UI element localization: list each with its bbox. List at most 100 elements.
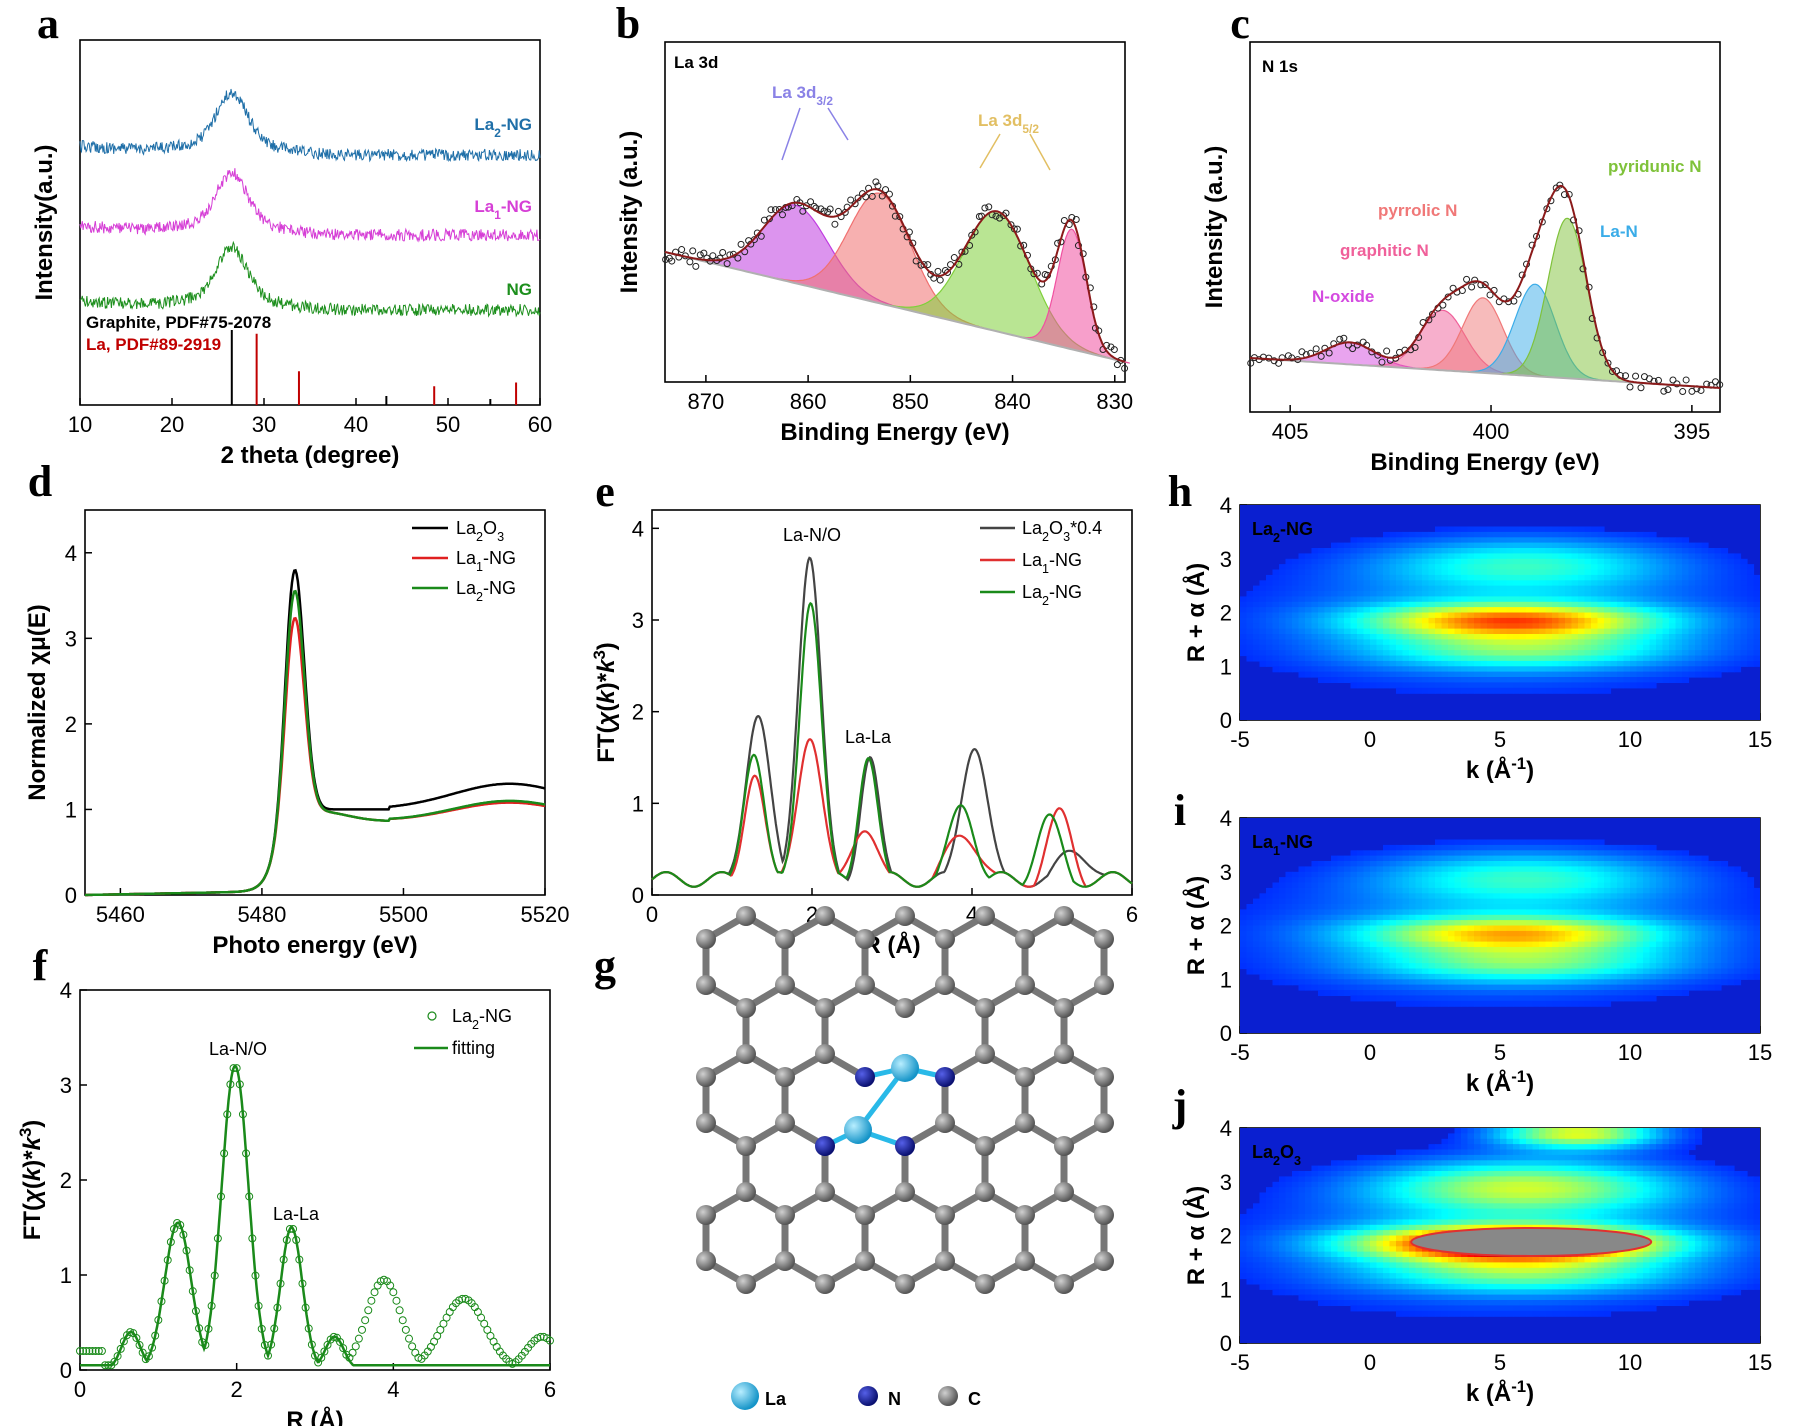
heatmap-cell [1344, 623, 1352, 630]
heatmap-cell [1279, 623, 1287, 630]
heatmap-cell [1526, 871, 1534, 878]
heatmap-cell [1422, 920, 1430, 927]
data-point [458, 1294, 467, 1303]
heatmap-cell [1688, 947, 1696, 953]
heatmap-cell [1519, 925, 1527, 932]
heatmap-cell [1584, 687, 1592, 694]
heatmap-cell [1617, 634, 1625, 640]
heatmap-cell [1480, 655, 1488, 662]
heatmap-cell [1376, 548, 1384, 554]
heatmap-cell [1415, 677, 1423, 683]
heatmap-cell [1363, 623, 1371, 630]
heatmap-cell [1396, 639, 1404, 646]
heatmap-cell [1350, 914, 1358, 921]
heatmap-cell [1487, 850, 1495, 857]
heatmap-cell [1389, 682, 1397, 689]
heatmap-cell [1708, 564, 1716, 571]
heatmap-cell [1461, 855, 1469, 862]
heatmap-cell [1448, 644, 1456, 651]
x-axis-label: k (Å-1) [1466, 1067, 1534, 1098]
heatmap-cell [1389, 564, 1397, 571]
heatmap-cell [1753, 601, 1760, 608]
heatmap-cell [1630, 548, 1638, 554]
heatmap-cell [1344, 639, 1352, 646]
heatmap-cell [1363, 957, 1371, 964]
heatmap-cell [1272, 947, 1280, 953]
heatmap-cell [1688, 936, 1696, 943]
heatmap-cell [1545, 548, 1553, 554]
heatmap-cell [1578, 677, 1586, 683]
heatmap-cell [1682, 634, 1690, 640]
heatmap-cell [1331, 548, 1339, 554]
heatmap-cell [1480, 850, 1488, 857]
heatmap-cell [1753, 650, 1760, 657]
heatmap-cell [1298, 617, 1306, 624]
heatmap-cell [1578, 607, 1586, 614]
heatmap-cell [1376, 591, 1384, 597]
heatmap-cell [1441, 623, 1449, 630]
heatmap-cell [1682, 553, 1690, 560]
heatmap-cell [1545, 580, 1553, 587]
heatmap-cell [1279, 569, 1287, 576]
heatmap-cell [1350, 947, 1358, 953]
text-part: La [1022, 550, 1043, 570]
heatmap-cell [1623, 574, 1631, 581]
heatmap-cell [1331, 677, 1339, 683]
heatmap-cell [1578, 628, 1586, 635]
heatmap-cell [1539, 569, 1547, 576]
heatmap-cell [1389, 548, 1397, 554]
heatmap-cell [1526, 585, 1534, 592]
heatmap-cell [1734, 564, 1742, 571]
heatmap-cell [1701, 639, 1709, 646]
data-point [1669, 376, 1677, 384]
heatmap-cell [1467, 984, 1475, 991]
heatmap-cell [1435, 542, 1443, 549]
heatmap-cell [1584, 580, 1592, 587]
heatmap-cell [1363, 909, 1371, 916]
heatmap-cell [1389, 844, 1397, 851]
heatmap-cell [1259, 947, 1267, 953]
heatmap-cell [1753, 623, 1760, 630]
heatmap-cell [1435, 671, 1443, 678]
heatmap-cell [1714, 671, 1722, 678]
heatmap-cell [1441, 952, 1449, 959]
heatmap-cell [1441, 941, 1449, 948]
heatmap-cell [1623, 947, 1631, 953]
heatmap-cell [1422, 660, 1430, 667]
heatmap-cell [1578, 596, 1586, 603]
heatmap-cell [1506, 601, 1514, 608]
heatmap-cell [1298, 607, 1306, 614]
heatmap-cell [1513, 995, 1521, 1002]
heatmap-cell [1558, 596, 1566, 603]
heatmap-cell [1695, 569, 1703, 576]
heatmap-cell [1357, 650, 1365, 657]
heatmap-cell [1526, 839, 1534, 846]
data-point [958, 248, 966, 256]
heatmap-cell [1643, 898, 1651, 905]
heatmap-cell [1376, 920, 1384, 927]
heatmap-cell [1461, 909, 1469, 916]
text-part: R + α (Å) [1182, 876, 1210, 975]
heatmap-cell [1402, 585, 1410, 592]
heatmap-cell [1669, 957, 1677, 964]
heatmap-cell [1675, 558, 1683, 565]
heatmap-cell [1461, 995, 1469, 1002]
heatmap-cell [1578, 569, 1586, 576]
heatmap-cell [1318, 660, 1326, 667]
heatmap-cell [1324, 671, 1332, 678]
heatmap-cell [1474, 898, 1482, 905]
heatmap-cell [1539, 866, 1547, 873]
heatmap-cell [1526, 687, 1534, 694]
heatmap-cell [1519, 531, 1527, 538]
heatmap-cell [1311, 553, 1319, 560]
heatmap-cell [1266, 612, 1274, 619]
heatmap-cell [1519, 920, 1527, 927]
heatmap-cell [1337, 866, 1345, 873]
heatmap-cell [1389, 666, 1397, 673]
heatmap-cell [1675, 596, 1683, 603]
heatmap-cell [1565, 628, 1573, 635]
lanthanum-atom [844, 1116, 872, 1144]
heatmap-cell [1318, 952, 1326, 959]
heatmap-cell [1318, 580, 1326, 587]
heatmap-cell [1435, 682, 1443, 689]
